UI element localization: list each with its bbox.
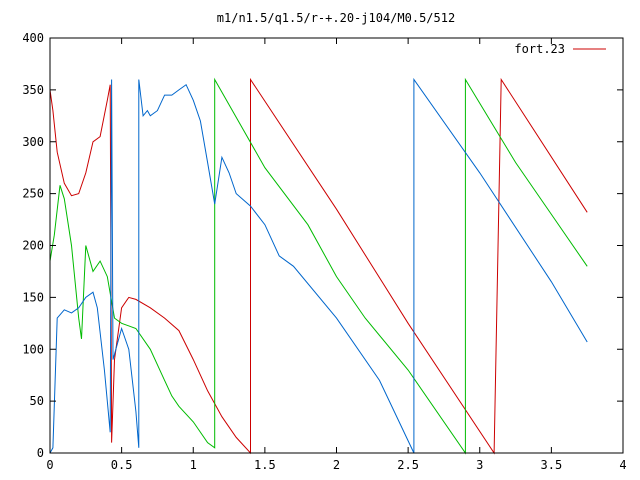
x-tick-label: 2.5 bbox=[397, 458, 419, 472]
x-tick-label: 3.5 bbox=[541, 458, 563, 472]
legend: fort.23 bbox=[514, 42, 606, 56]
chart-title: m1/n1.5/q1.5/r-+.20-j104/M0.5/512 bbox=[217, 11, 455, 25]
x-tick-label: 0.5 bbox=[111, 458, 133, 472]
y-tick-label: 150 bbox=[22, 290, 44, 304]
x-tick-label: 2 bbox=[333, 458, 340, 472]
y-tick-label: 0 bbox=[37, 446, 44, 460]
y-tick-label: 300 bbox=[22, 135, 44, 149]
y-tick-label: 50 bbox=[30, 394, 44, 408]
y-tick-label: 250 bbox=[22, 187, 44, 201]
series-line-3 bbox=[49, 77, 588, 454]
x-tick-label: 4 bbox=[619, 458, 626, 472]
series-line-2 bbox=[49, 77, 588, 455]
y-tick-label: 200 bbox=[22, 239, 44, 253]
series-layer bbox=[49, 77, 588, 455]
x-tick-label: 1 bbox=[190, 458, 197, 472]
x-tick-label: 1.5 bbox=[254, 458, 276, 472]
y-tick-label: 350 bbox=[22, 83, 44, 97]
x-tick-label: 0 bbox=[46, 458, 53, 472]
ticks-layer: 0 0.5 1 1.5 2 2.5 3 3.5 4 0 50 100 150 200 250 300 350 40… bbox=[22, 31, 626, 472]
y-tick-label: 400 bbox=[22, 31, 44, 45]
legend-label: fort.23 bbox=[514, 42, 565, 56]
y-tick-label: 100 bbox=[22, 342, 44, 356]
series-line-1 bbox=[49, 77, 588, 455]
plot-frame bbox=[49, 37, 624, 454]
x-tick-label: 3 bbox=[476, 458, 483, 472]
